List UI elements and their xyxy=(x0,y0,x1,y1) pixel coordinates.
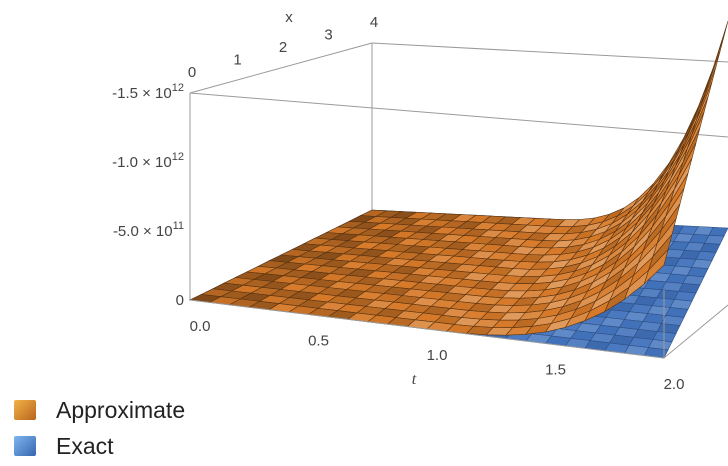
x-tick-label: 3 xyxy=(324,27,332,44)
approximate-patch xyxy=(696,67,716,122)
z-tick-label: -1.0 × 1012 xyxy=(112,151,184,171)
t-tick-label: 1.5 xyxy=(545,362,566,379)
x-tick-label: 4 xyxy=(370,14,378,31)
legend: Approximate Exact xyxy=(14,392,185,464)
approximate-patch xyxy=(692,82,712,135)
legend-label-exact: Exact xyxy=(56,433,114,460)
z-tick-label: -1.5 × 1012 xyxy=(112,82,184,102)
legend-swatch-exact xyxy=(14,436,36,456)
box-edge-top-right xyxy=(372,43,728,62)
z-tick-label: 0 xyxy=(176,292,184,309)
x-axis-label: x xyxy=(285,9,293,26)
legend-swatch-approximate xyxy=(14,400,36,420)
t-tick-label: 0.5 xyxy=(308,333,329,350)
x-tick-label: 1 xyxy=(233,52,241,69)
x-tick-label: 2 xyxy=(279,39,287,56)
t-tick-label: 1.0 xyxy=(427,347,448,364)
surfaces xyxy=(190,21,728,358)
legend-label-approximate: Approximate xyxy=(56,397,185,424)
legend-item-exact: Exact xyxy=(14,428,185,464)
t-tick-label: 0.0 xyxy=(190,318,211,335)
box-edge-front-top xyxy=(190,93,728,137)
z-tick-label: -5.0 × 1011 xyxy=(113,220,184,240)
t-axis-label: t xyxy=(412,371,417,388)
legend-item-approximate: Approximate xyxy=(14,392,185,428)
t-tick-label: 2.0 xyxy=(664,376,685,393)
x-tick-label: 0 xyxy=(188,64,196,81)
